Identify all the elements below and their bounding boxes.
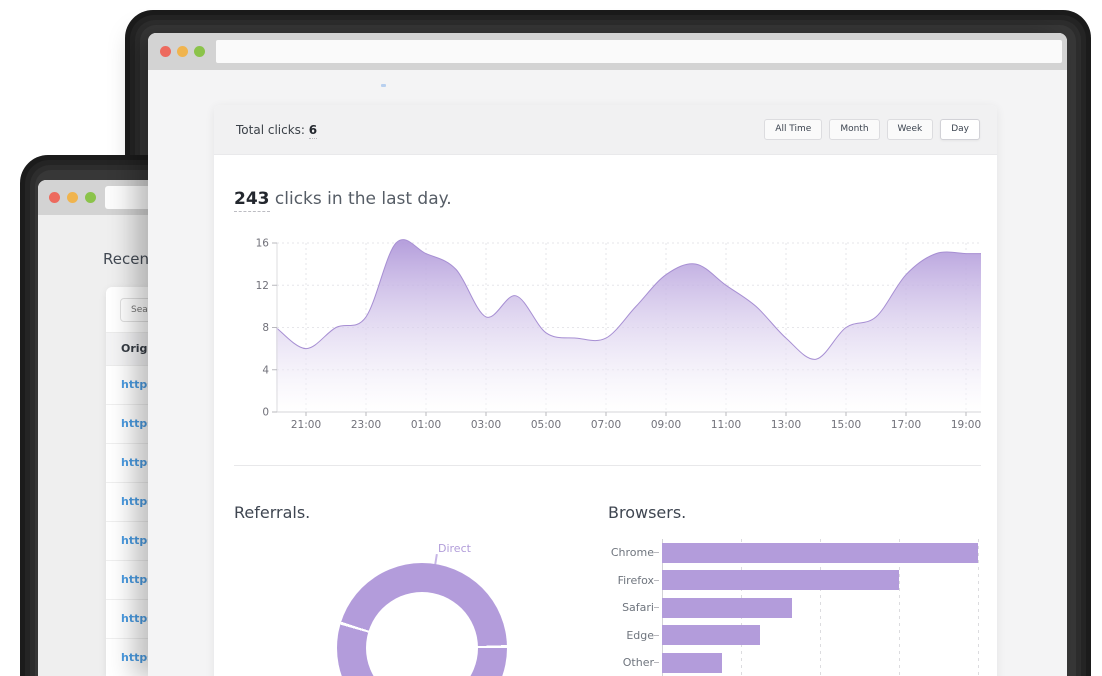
gridline xyxy=(978,539,979,676)
zoom-button-icon[interactable] xyxy=(85,192,96,203)
recent-links-heading: Recent xyxy=(103,250,155,268)
svg-text:03:00: 03:00 xyxy=(471,419,501,431)
filter-day-button[interactable]: Day xyxy=(940,119,980,140)
bar-rows: Chrome Firefox Safari xyxy=(608,533,988,676)
time-filter-group: All Time Month Week Day xyxy=(764,119,980,140)
minimize-button-icon[interactable] xyxy=(177,46,188,57)
svg-text:0: 0 xyxy=(262,407,269,419)
clicks-count: 243 xyxy=(234,189,270,212)
bar-row-chrome: Chrome xyxy=(608,539,988,567)
tick-mark xyxy=(654,552,659,554)
total-clicks-value: 6 xyxy=(308,122,318,139)
browsers-bar-chart: Chrome Firefox Safari xyxy=(608,533,988,676)
close-button-icon[interactable] xyxy=(160,46,171,57)
svg-text:05:00: 05:00 xyxy=(531,419,561,431)
svg-text:01:00: 01:00 xyxy=(411,419,441,431)
front-browser-window: Total clicks: 6 All Time Month Week Day … xyxy=(148,33,1067,676)
bar-label: Safari xyxy=(622,601,654,615)
bar-firefox xyxy=(662,570,899,591)
referrals-title: Referrals. xyxy=(234,503,311,522)
tick-mark xyxy=(654,662,659,664)
tick-mark xyxy=(654,634,659,636)
referrals-donut-chart xyxy=(337,563,507,676)
svg-text:19:00: 19:00 xyxy=(951,419,981,431)
front-url-bar[interactable] xyxy=(216,40,1062,63)
bar-safari xyxy=(662,597,792,618)
svg-text:21:00: 21:00 xyxy=(291,419,321,431)
zoom-button-icon[interactable] xyxy=(194,46,205,57)
total-clicks-label: Total clicks: 6 xyxy=(236,122,318,139)
bar-row-firefox: Firefox xyxy=(608,567,988,595)
bar-chrome xyxy=(662,542,978,563)
minimize-button-icon[interactable] xyxy=(67,192,78,203)
svg-text:15:00: 15:00 xyxy=(831,419,861,431)
bar-row-other: Other xyxy=(608,649,988,676)
card-header: Total clicks: 6 All Time Month Week Day xyxy=(214,105,997,155)
bar-row-edge: Edge xyxy=(608,622,988,650)
tick-mark xyxy=(654,607,659,609)
filter-month-button[interactable]: Month xyxy=(829,119,880,140)
total-clicks-text: Total clicks: xyxy=(236,122,305,137)
svg-text:8: 8 xyxy=(262,322,269,334)
bar-label: Edge xyxy=(626,628,654,642)
clicks-headline-text: clicks in the last day. xyxy=(269,189,452,209)
bar-label: Chrome xyxy=(610,546,654,560)
svg-text:11:00: 11:00 xyxy=(711,419,741,431)
filter-week-button[interactable]: Week xyxy=(886,119,934,140)
tick-mark xyxy=(654,579,659,581)
clicks-area-chart: 0 4 8 12 16 21:00 23:00 01:00 03:00 05:00 07:00 09:… xyxy=(234,232,990,432)
clicks-headline: 243 clicks in the last day. xyxy=(234,189,452,212)
svg-text:23:00: 23:00 xyxy=(351,419,381,431)
bar-label: Firefox xyxy=(617,573,654,587)
close-button-icon[interactable] xyxy=(49,192,60,203)
browsers-title: Browsers. xyxy=(608,503,687,522)
svg-text:12: 12 xyxy=(256,280,269,292)
bar-label: Other xyxy=(622,656,654,670)
svg-text:4: 4 xyxy=(262,364,269,376)
analytics-card: Total clicks: 6 All Time Month Week Day … xyxy=(214,105,997,676)
bar-edge xyxy=(662,625,760,646)
svg-text:17:00: 17:00 xyxy=(891,419,921,431)
svg-text:16: 16 xyxy=(256,238,270,250)
gridline xyxy=(820,539,821,676)
svg-text:07:00: 07:00 xyxy=(591,419,621,431)
bar-other xyxy=(662,652,723,673)
gridline xyxy=(899,539,900,676)
donut-hole xyxy=(366,592,478,676)
section-divider xyxy=(234,465,981,466)
tiny-blue-artifact xyxy=(381,84,386,87)
svg-text:13:00: 13:00 xyxy=(771,419,801,431)
donut-direct-label: Direct xyxy=(438,542,471,555)
front-titlebar xyxy=(148,33,1067,70)
svg-text:09:00: 09:00 xyxy=(651,419,681,431)
area-chart-svg: 0 4 8 12 16 21:00 23:00 01:00 03:00 05:00 07:00 09:… xyxy=(256,238,982,432)
filter-all-time-button[interactable]: All Time xyxy=(764,119,823,140)
bar-row-safari: Safari xyxy=(608,594,988,622)
